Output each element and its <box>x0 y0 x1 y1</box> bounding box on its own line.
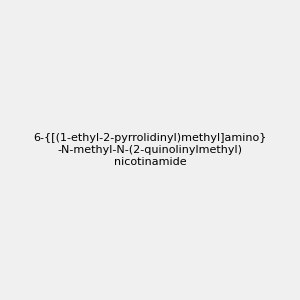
Text: 6-{[(1-ethyl-2-pyrrolidinyl)methyl]amino}
-N-methyl-N-(2-quinolinylmethyl)
nicot: 6-{[(1-ethyl-2-pyrrolidinyl)methyl]amino… <box>33 134 267 166</box>
